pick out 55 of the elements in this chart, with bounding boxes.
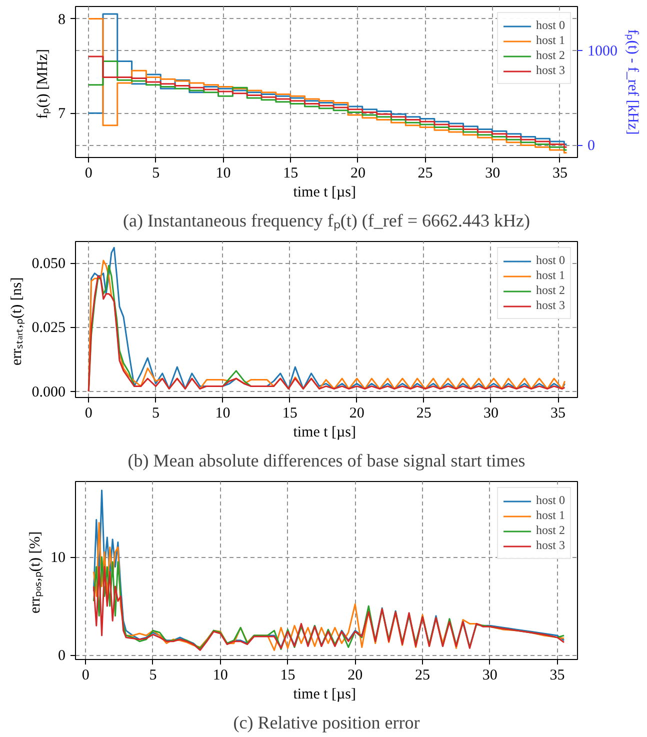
x-axis-title: time t [µs]	[293, 686, 356, 702]
x-tick-label: 0	[82, 668, 90, 684]
y-tick-label: 7	[58, 106, 66, 122]
y-axis-title: errₚₒₛ,ₚ(t) [%]	[28, 531, 44, 614]
x-tick-label: 15	[283, 166, 298, 182]
y-tick-label: 0.000	[32, 384, 66, 400]
y-tick-label: 0	[58, 648, 66, 664]
x-tick-label: 15	[282, 406, 298, 422]
x-tick-label: 5	[149, 668, 157, 684]
legend-label: host 2	[536, 283, 565, 298]
x-axis-title: time t [µs]	[293, 184, 356, 200]
y-tick-label: 0.025	[32, 320, 66, 336]
legend-label: host 3	[536, 538, 565, 553]
legend-label: host 0	[536, 18, 565, 33]
x-tick-label: 20	[348, 668, 363, 684]
legend-label: host 1	[536, 33, 565, 48]
x-tick-label: 20	[349, 406, 364, 422]
x-tick-label: 35	[550, 406, 566, 422]
legend-label: host 2	[536, 523, 565, 538]
x-tick-label: 20	[350, 166, 366, 182]
x-tick-label: 25	[418, 166, 433, 182]
x-tick-label: 35	[552, 166, 568, 182]
x-tick-label: 10	[216, 166, 231, 182]
x-tick-label: 35	[550, 668, 565, 684]
x-tick-label: 15	[280, 668, 296, 684]
legend-label: host 0	[536, 253, 565, 268]
x-tick-label: 0	[84, 406, 92, 422]
y-axis-title: errₛₜₐᵣₜ,ₚ(t) [ns]	[8, 277, 25, 366]
legend-label: host 2	[536, 48, 565, 63]
y-tick-label: 10	[50, 550, 66, 566]
x-axis-title: time t [µs]	[293, 424, 356, 440]
y-tick-label: 0.050	[32, 256, 66, 272]
x-tick-label: 0	[84, 166, 92, 182]
text: (a) Instantaneous frequency fₚ(t) (f_ref = 6662.443 kHz)	[123, 210, 530, 232]
x-tick-label: 25	[416, 406, 432, 422]
legend-label: host 3	[536, 298, 565, 313]
legend-label: host 3	[536, 63, 565, 78]
legend-label: host 0	[536, 493, 565, 508]
x-tick-label: 25	[415, 668, 430, 684]
y2-tick-label: 1000	[588, 44, 618, 60]
x-tick-label: 30	[483, 406, 498, 422]
legend-label: host 1	[536, 508, 565, 523]
x-tick-label: 10	[212, 668, 228, 684]
x-tick-label: 10	[215, 406, 230, 422]
text: (c) Relative position error	[233, 712, 420, 732]
legend-label: host 1	[536, 268, 565, 283]
y-tick-label: 8	[58, 12, 66, 28]
x-tick-label: 30	[485, 166, 500, 182]
y2-tick-label: 0	[588, 138, 595, 154]
y-axis-title: fₚ(t) [MHz]	[35, 49, 51, 119]
x-tick-label: 5	[152, 406, 160, 422]
text: (b) Mean absolute differences of base signal start times	[128, 450, 526, 470]
x-tick-label: 30	[482, 668, 498, 684]
x-tick-label: 5	[152, 166, 160, 182]
y2-axis-title: fₚ(t) - f_ref [kHz]	[624, 29, 640, 135]
